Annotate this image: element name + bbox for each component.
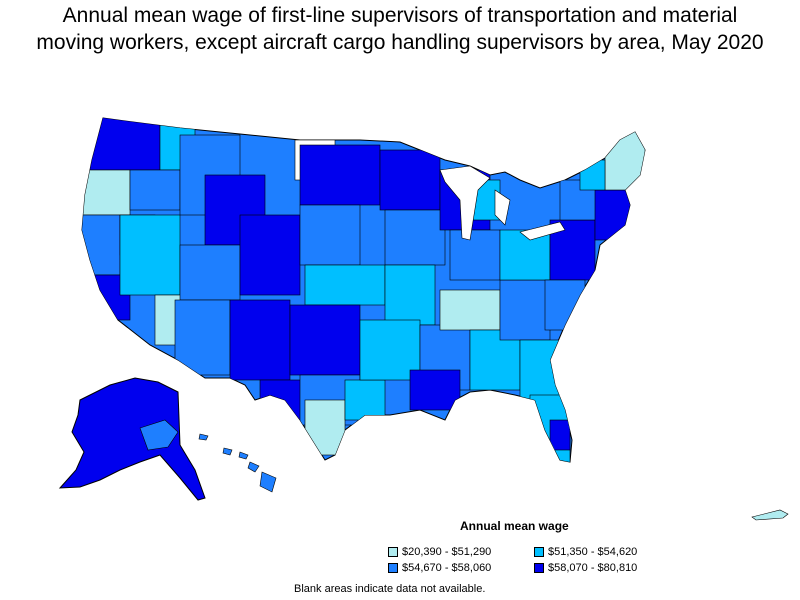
legend-swatch xyxy=(534,563,544,573)
footnote: Blank areas indicate data not available. xyxy=(294,583,486,595)
region xyxy=(82,214,121,276)
region xyxy=(499,279,551,341)
region xyxy=(579,159,606,191)
legend-title: Annual mean wage xyxy=(460,519,569,533)
puerto-rico xyxy=(751,509,789,521)
region xyxy=(129,169,181,211)
region xyxy=(379,149,441,211)
region xyxy=(299,144,381,206)
region xyxy=(594,189,641,241)
legend-item-4: $58,070 - $80,810 xyxy=(534,562,637,574)
legend-label: $54,670 - $58,060 xyxy=(402,562,492,574)
region xyxy=(119,214,181,296)
legend-item-1: $20,390 - $51,290 xyxy=(388,546,491,558)
region xyxy=(344,379,386,421)
region xyxy=(544,279,586,331)
region xyxy=(179,244,241,301)
title-line-2: moving workers, except aircraft cargo ha… xyxy=(36,31,764,54)
legend-label: $58,070 - $80,810 xyxy=(548,562,638,574)
region xyxy=(89,118,161,171)
region xyxy=(289,304,361,376)
legend-swatch xyxy=(534,547,544,557)
map-title: Annual mean wage of first-line superviso… xyxy=(0,2,800,56)
legend-swatch xyxy=(388,547,398,557)
region xyxy=(384,209,446,266)
alaska-subregion xyxy=(139,419,179,451)
alaska xyxy=(58,377,206,501)
region xyxy=(299,204,361,266)
region xyxy=(82,169,131,216)
region xyxy=(174,299,231,376)
title-line-1: Annual mean wage of first-line superviso… xyxy=(62,4,738,27)
legend-label: $20,390 - $51,290 xyxy=(402,546,492,558)
region xyxy=(439,289,501,331)
region xyxy=(304,399,346,456)
region xyxy=(239,214,301,296)
legend-item-3: $54,670 - $58,060 xyxy=(388,562,491,574)
legend-label: $51,350 - $54,620 xyxy=(548,546,638,558)
region xyxy=(499,229,551,281)
region xyxy=(549,419,571,451)
hawaii xyxy=(198,433,277,493)
region xyxy=(384,264,436,326)
region xyxy=(409,369,461,411)
legend-swatch xyxy=(388,563,398,573)
region xyxy=(304,264,386,306)
great-lakes xyxy=(439,165,566,241)
region xyxy=(519,339,561,401)
region xyxy=(449,229,501,281)
legend-item-2: $51,350 - $54,620 xyxy=(534,546,637,558)
region xyxy=(229,299,291,381)
